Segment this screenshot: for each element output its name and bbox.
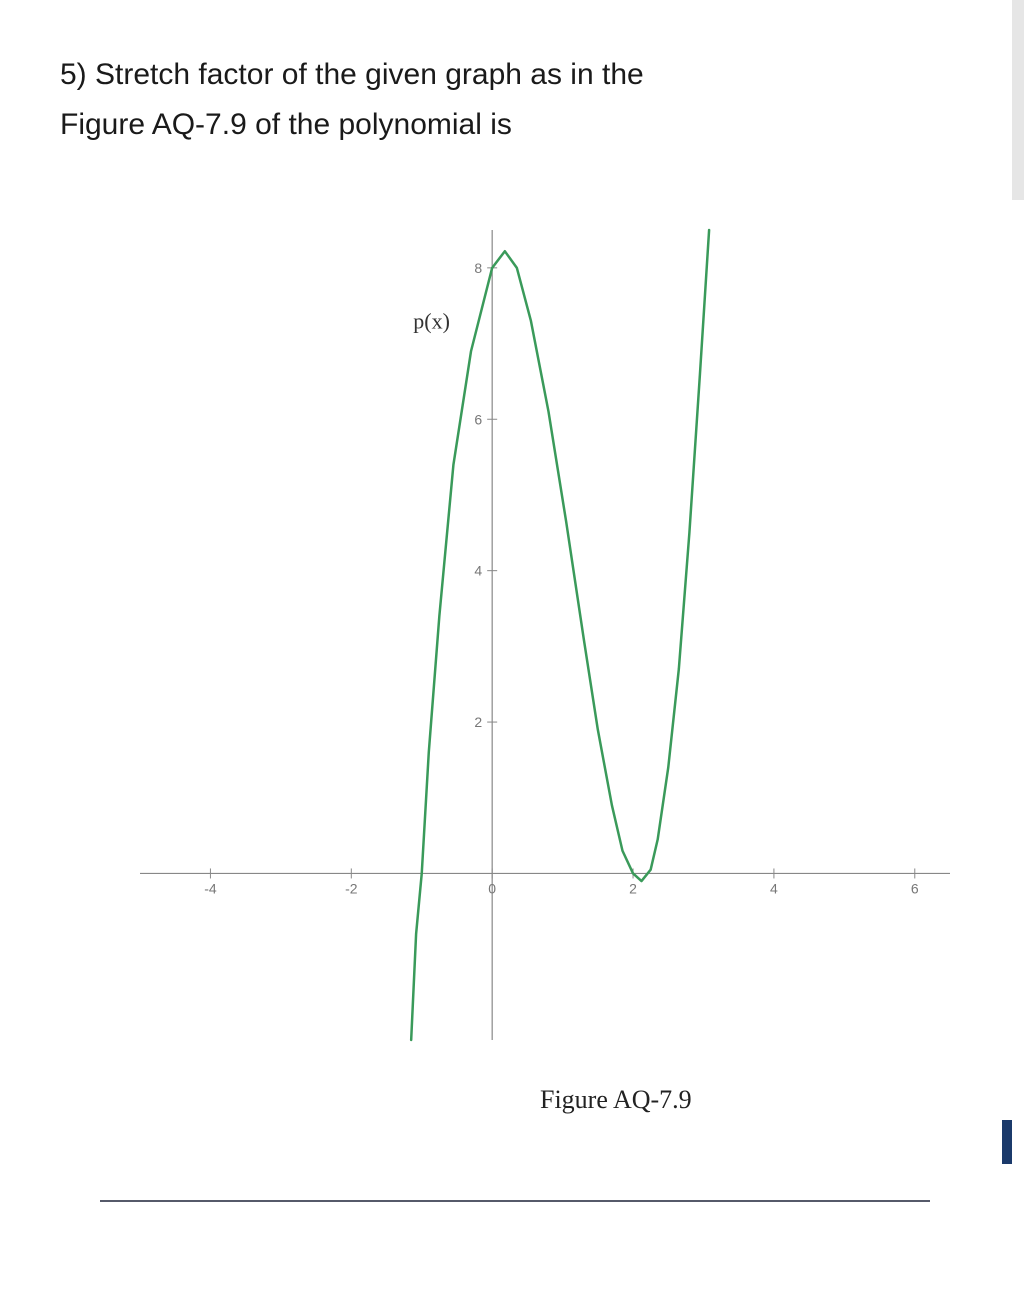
svg-text:-4: -4	[204, 880, 217, 896]
svg-text:2: 2	[629, 880, 637, 896]
svg-text:4: 4	[770, 880, 778, 896]
svg-text:2: 2	[474, 714, 482, 730]
svg-text:6: 6	[474, 411, 482, 427]
page-root: 5) Stretch factor of the given graph as …	[0, 0, 1024, 1292]
question-line2: Figure AQ-7.9 of the polynomial is	[60, 108, 512, 141]
footer-rule	[100, 1200, 930, 1202]
svg-text:8: 8	[474, 260, 482, 276]
svg-text:4: 4	[474, 563, 482, 579]
svg-text:6: 6	[911, 880, 919, 896]
question-number: 5)	[60, 58, 87, 91]
decorative-shadow	[1012, 0, 1024, 200]
svg-text:0: 0	[488, 880, 496, 896]
chart-container: -4 -2 0 2 4 6 2 4 6 8 p(x)	[120, 210, 970, 1080]
polynomial-chart: -4 -2 0 2 4 6 2 4 6 8 p(x)	[120, 210, 970, 1080]
question-line1: Stretch factor of the given graph as in …	[95, 58, 644, 91]
svg-text:-2: -2	[345, 880, 358, 896]
question-text: 5) Stretch factor of the given graph as …	[60, 50, 940, 149]
svg-text:p(x): p(x)	[413, 308, 450, 333]
decorative-bar	[1002, 1120, 1012, 1164]
figure-caption: Figure AQ-7.9	[540, 1085, 692, 1115]
question-container: 5) Stretch factor of the given graph as …	[60, 50, 940, 149]
